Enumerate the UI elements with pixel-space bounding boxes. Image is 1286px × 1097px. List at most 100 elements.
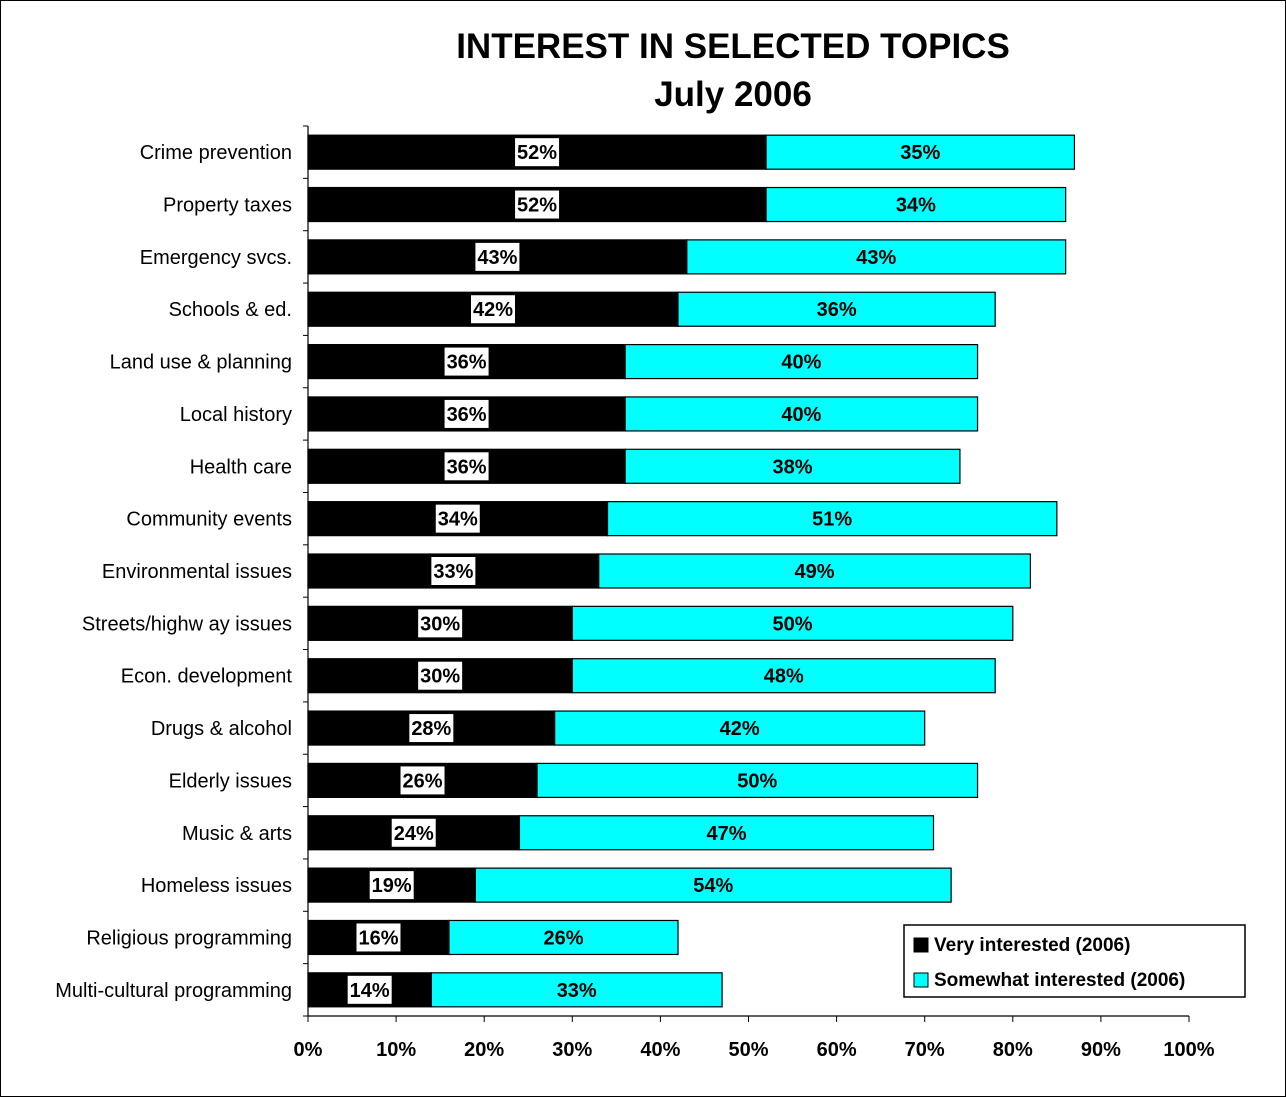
category-label: Health care	[190, 456, 292, 478]
data-label: 26%	[403, 770, 443, 792]
data-label: 28%	[411, 718, 451, 740]
data-label: 42%	[720, 718, 760, 740]
chart-title: INTEREST IN SELECTED TOPICS	[456, 27, 1010, 66]
bar-somewhat-interested	[448, 919, 679, 956]
legend: Very interested (2006) Somewhat interest…	[903, 924, 1246, 998]
data-label: 43%	[477, 247, 517, 269]
data-label: 34%	[896, 195, 936, 217]
data-label: 42%	[473, 299, 513, 321]
category-label: Environmental issues	[102, 561, 292, 583]
data-label: 38%	[773, 456, 813, 478]
category-label: Econ. development	[121, 666, 293, 688]
bar-somewhat-interested	[606, 501, 1058, 537]
data-label: 19%	[372, 875, 412, 897]
data-label: 30%	[420, 613, 460, 635]
bar-somewhat-interested	[536, 762, 979, 799]
data-label: 36%	[447, 352, 487, 374]
data-label: 33%	[557, 980, 597, 1002]
x-tick-label: 60%	[817, 1039, 857, 1061]
data-label-bg	[347, 975, 392, 1004]
category-label: Schools & ed.	[169, 299, 292, 321]
data-label: 47%	[706, 823, 746, 845]
data-label-bg	[444, 399, 489, 428]
data-label-bg	[515, 138, 560, 167]
legend-swatch-very	[913, 937, 929, 953]
category-label: Crime prevention	[140, 142, 292, 164]
data-label: 54%	[693, 875, 733, 897]
bar-somewhat-interested	[765, 134, 1076, 170]
x-tick-label: 80%	[993, 1039, 1033, 1061]
bar-somewhat-interested	[554, 710, 926, 746]
data-label: 40%	[781, 352, 821, 374]
category-label: Elderly issues	[169, 770, 292, 792]
data-label: 50%	[737, 770, 777, 792]
data-label-bg	[409, 714, 454, 743]
chart-subtitle: July 2006	[654, 75, 812, 114]
bar-somewhat-interested	[686, 239, 1067, 275]
bar-somewhat-interested	[624, 448, 961, 484]
x-tick-label: 70%	[905, 1039, 945, 1061]
x-tick-label: 50%	[728, 1039, 768, 1061]
x-tick-label: 90%	[1081, 1039, 1121, 1061]
data-label: 24%	[394, 823, 434, 845]
x-tick-label: 0%	[294, 1039, 323, 1061]
data-label: 35%	[900, 142, 940, 164]
data-label: 49%	[795, 561, 835, 583]
x-tick-label: 20%	[464, 1039, 504, 1061]
data-label: 33%	[433, 561, 473, 583]
bar-somewhat-interested	[430, 972, 723, 1008]
bar-somewhat-interested	[474, 867, 952, 903]
bar-somewhat-interested	[624, 343, 979, 380]
category-label: Music & arts	[182, 823, 292, 845]
bar-somewhat-interested	[571, 605, 1014, 641]
category-label: Emergency svcs.	[140, 247, 292, 269]
legend-label-somewhat: Somewhat interested (2006)	[934, 970, 1185, 991]
data-label: 40%	[781, 404, 821, 426]
data-label: 52%	[517, 195, 557, 217]
data-label-bg	[418, 661, 463, 690]
category-label: Multi-cultural programming	[55, 980, 292, 1002]
category-label: Property taxes	[163, 195, 292, 217]
data-label-bg	[369, 871, 414, 900]
bar-somewhat-interested	[765, 186, 1067, 223]
data-label-bg	[515, 190, 560, 219]
category-label: Religious programming	[86, 927, 292, 949]
x-tick-label: 40%	[640, 1039, 680, 1061]
category-label: Drugs & alcohol	[151, 718, 292, 740]
data-label-bg	[444, 347, 489, 376]
bar-somewhat-interested	[677, 291, 996, 327]
category-label: Local history	[180, 404, 292, 426]
data-label: 36%	[817, 299, 857, 321]
bar-somewhat-interested	[624, 396, 979, 432]
data-label-bg	[475, 242, 520, 271]
data-label-bg	[444, 452, 489, 481]
data-label: 48%	[764, 666, 804, 688]
data-label: 16%	[358, 927, 398, 949]
data-label: 30%	[420, 666, 460, 688]
bar-somewhat-interested	[518, 815, 935, 851]
data-label-bg	[418, 609, 463, 638]
data-label-bg	[391, 818, 436, 847]
plot-area: Crime prevention 52% 35% Property taxes 52% 3…	[55, 125, 1215, 1061]
data-label-bg	[356, 923, 401, 952]
data-label: 51%	[812, 509, 852, 531]
data-label: 36%	[447, 456, 487, 478]
bar-somewhat-interested	[598, 553, 1032, 589]
legend-box	[903, 924, 1246, 998]
x-tick-label: 10%	[376, 1039, 416, 1061]
data-label: 50%	[773, 613, 813, 635]
data-label: 14%	[350, 980, 390, 1002]
data-label-bg	[431, 557, 476, 585]
category-label: Land use & planning	[110, 352, 292, 374]
data-label-bg	[435, 504, 480, 533]
x-tick-label: 100%	[1163, 1039, 1214, 1061]
data-label-bg	[471, 295, 516, 324]
data-label-bg	[400, 766, 445, 795]
legend-swatch-somewhat	[913, 972, 929, 988]
data-label: 43%	[856, 247, 896, 269]
legend-label-very: Very interested (2006)	[934, 935, 1130, 956]
data-label: 36%	[447, 404, 487, 426]
x-tick-label: 30%	[552, 1039, 592, 1061]
